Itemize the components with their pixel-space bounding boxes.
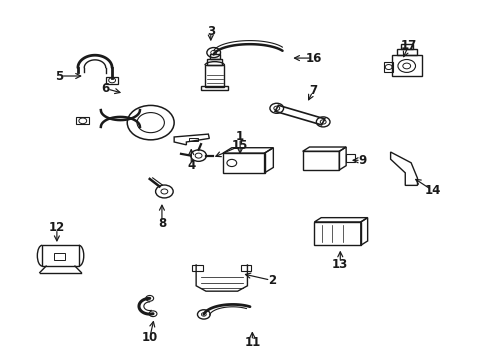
Bar — [384, 62, 393, 72]
Bar — [392, 55, 422, 76]
Text: 3: 3 — [207, 25, 215, 38]
Bar — [106, 77, 118, 84]
Bar — [207, 59, 222, 65]
Text: 1: 1 — [236, 130, 244, 144]
Text: 16: 16 — [305, 51, 321, 64]
Text: 8: 8 — [158, 216, 166, 230]
Bar — [54, 253, 65, 260]
Text: 2: 2 — [268, 274, 276, 287]
Bar — [303, 151, 339, 170]
Bar — [315, 222, 361, 245]
Text: 15: 15 — [232, 139, 248, 152]
Text: 12: 12 — [49, 221, 65, 234]
Text: 5: 5 — [55, 69, 63, 82]
Bar — [76, 117, 89, 125]
Bar — [205, 65, 224, 87]
Text: 13: 13 — [332, 258, 348, 271]
Bar — [241, 265, 251, 271]
Bar — [401, 44, 413, 49]
Bar — [397, 49, 417, 55]
Text: 14: 14 — [425, 184, 441, 197]
Bar — [189, 138, 197, 141]
Bar — [192, 265, 203, 271]
Text: 10: 10 — [142, 331, 158, 344]
Bar — [346, 154, 355, 162]
Text: 9: 9 — [358, 154, 367, 167]
Text: 4: 4 — [187, 159, 196, 172]
Bar — [223, 153, 265, 173]
Text: 17: 17 — [400, 39, 417, 52]
Bar — [42, 245, 79, 266]
Bar — [210, 54, 220, 59]
Text: 11: 11 — [244, 336, 261, 348]
Text: 6: 6 — [101, 82, 110, 95]
Text: 7: 7 — [309, 84, 318, 97]
Bar — [201, 86, 228, 90]
